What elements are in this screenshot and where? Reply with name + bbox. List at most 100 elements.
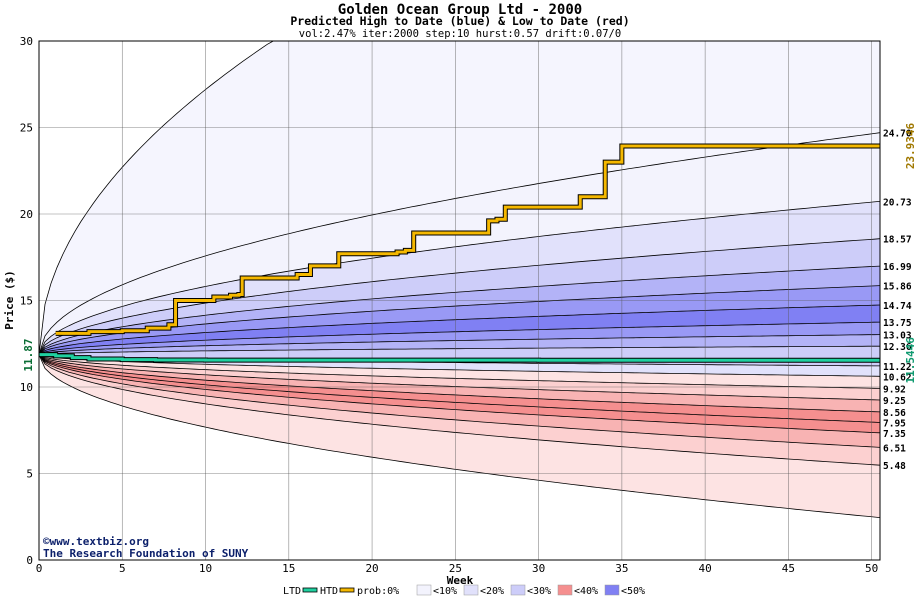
band-end-label: 11.22 [883,362,912,373]
x-tick-label: 45 [782,562,795,575]
band-region [39,354,880,377]
x-axis-label: Week [447,574,474,587]
band-end-label: 13.03 [883,331,912,342]
band-end-label: 7.35 [883,429,906,440]
band-boundary [39,304,880,355]
band-end-label: 12.36 [883,342,912,353]
y-tick-label: 5 [26,468,33,481]
watermark-url: ©www.textbiz.org [43,535,149,548]
legend-item-label: <20% [480,586,504,597]
x-tick-label: 50 [865,562,878,575]
x-tick-label: 10 [199,562,212,575]
band-end-label: 16.99 [883,262,912,273]
y-tick-label: 25 [20,122,33,135]
band-region [39,132,880,355]
series-line-htd [55,144,880,335]
band-boundary [39,265,880,355]
x-tick-label: 30 [532,562,545,575]
legend-item-label: <40% [574,586,598,597]
legend-item-label: <50% [621,586,645,597]
band-end-label: 9.92 [883,384,906,395]
ltd-end-label: 11.5446 [904,337,917,384]
band-region [39,334,880,355]
chart-subtitle: Predicted High to Date (blue) & Low to D… [290,14,629,28]
band-boundary [39,334,880,355]
band-end-label: 7.95 [883,418,906,429]
x-tick-label: 20 [365,562,378,575]
band-boundary [39,354,880,423]
y-tick-label: 30 [20,35,33,48]
y-axis-label: Price ($) [3,270,16,330]
band-region [39,354,880,400]
legend-swatch [463,584,479,596]
band-region [39,238,880,355]
x-tick-label: 35 [615,562,628,575]
band-region [39,285,880,355]
legend-swatch [604,584,620,596]
upper-envelope [39,41,880,355]
band-region [39,354,880,448]
plot-area: 0 5 10 15 20 25 30 35 40 45 50 0 5 10 15 20 25 30 24.70 20.… [20,35,912,575]
band-boundary [39,285,880,355]
band-boundary [39,132,880,355]
band-boundary [39,354,880,448]
band-end-label: 20.73 [883,197,912,208]
band-region [39,354,880,412]
band-end-label: 18.57 [883,235,912,246]
probability-bands [39,41,880,518]
band-end-label: 5.48 [883,461,906,472]
band-end-label: 15.86 [883,282,912,293]
band-region [39,354,880,389]
legend-swatch [557,584,573,596]
band-end-label: 9.25 [883,396,906,407]
band-end-label: 8.56 [883,408,906,419]
band-end-label: 10.62 [883,372,912,383]
plot-frame [38,40,881,561]
series-lines [39,143,880,363]
band-boundary [39,354,880,377]
band-region-outer-upper [39,41,880,355]
band-region [39,354,880,518]
band-boundary [39,345,880,355]
x-tick-label: 5 [119,562,126,575]
legend-ltd-label: LTD [283,586,301,597]
chart-params: vol:2.47% iter:2000 step:10 hurst:0.57 d… [299,28,621,40]
band-boundary [39,321,880,355]
y-tick-label: 0 [26,554,33,567]
band-boundary [39,354,880,434]
band-boundary [39,354,880,389]
band-end-label: 14.74 [883,301,912,312]
band-end-label: 13.75 [883,318,912,329]
band-boundary [39,354,880,413]
legend-swatch [510,584,526,596]
legend-swatch [416,584,432,596]
band-region [39,354,880,423]
x-tick-label: 25 [449,562,462,575]
start-price-label: 11.87 [22,338,35,371]
band-boundary [39,201,880,355]
watermark-org: The Research Foundation of SUNY [43,547,249,560]
band-boundary [39,238,880,355]
chart-title: Golden Ocean Group Ltd - 2000 [338,2,582,18]
band-region [39,305,880,355]
y-tick-label: 10 [20,381,33,394]
series-line-ltd [39,353,880,362]
band-boundary [39,354,880,518]
x-tick-label: 0 [36,562,43,575]
band-region [39,354,880,433]
x-tick-label: 15 [282,562,295,575]
band-region [39,354,880,466]
x-tick-label: 40 [699,562,712,575]
band-region [39,266,880,355]
legend: LTD HTD prob:0% <10% <20% <30% <40% <50% [283,584,645,597]
band-boundary [39,354,880,466]
htd-end-label: 23.9346 [904,122,917,169]
band-end-label: 6.51 [883,443,906,454]
legend-htd-label: HTD [320,586,338,597]
band-region [39,201,880,355]
y-tick-label: 20 [20,208,33,221]
y-tick-label: 15 [20,295,33,308]
band-end-label: 24.70 [883,129,912,140]
legend-ltd-swatch [302,587,318,593]
